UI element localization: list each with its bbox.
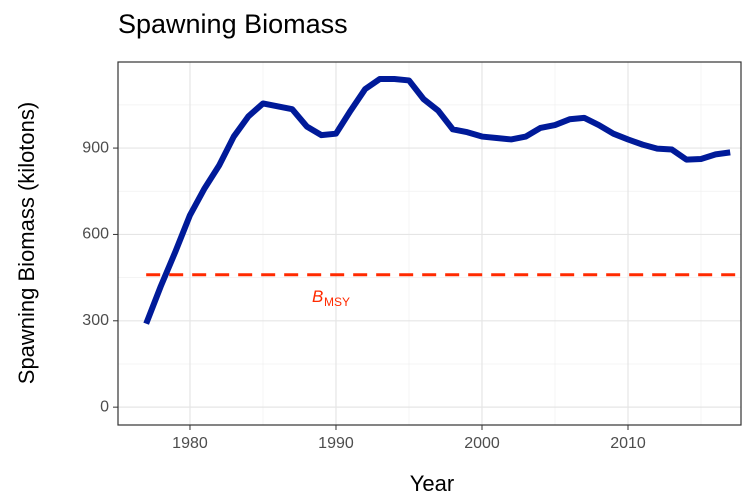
x-tick-label: 2010 xyxy=(610,435,646,452)
y-tick-label: 900 xyxy=(82,139,109,156)
annotation-subscript: MSY xyxy=(324,295,350,309)
plot-border xyxy=(117,61,742,426)
annotation: B xyxy=(312,287,323,306)
x-axis-label: Year xyxy=(410,471,454,496)
chart-title: Spawning Biomass xyxy=(118,9,348,39)
y-tick-label: 300 xyxy=(82,312,109,329)
x-tick-label: 2000 xyxy=(464,435,500,452)
y-axis-label: Spawning Biomass (kilotons) xyxy=(14,102,39,384)
data-line xyxy=(143,75,731,325)
x-tick-label: 1980 xyxy=(172,435,208,452)
x-tick-label: 1990 xyxy=(318,435,354,452)
y-tick-label: 600 xyxy=(82,226,109,243)
y-tick-label: 0 xyxy=(100,398,109,415)
